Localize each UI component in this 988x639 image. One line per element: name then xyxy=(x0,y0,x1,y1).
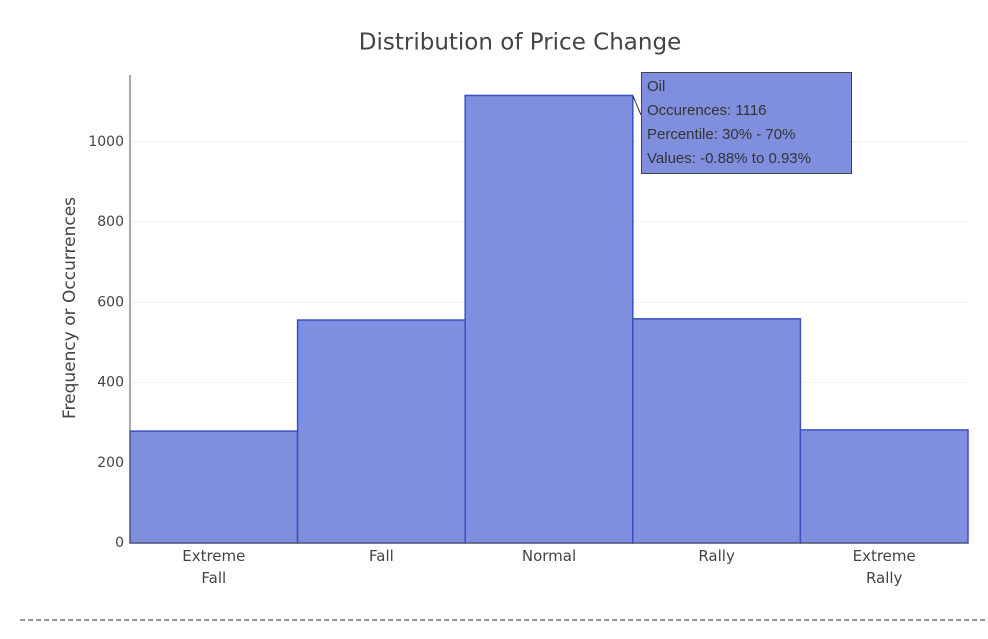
x-tick-label: Fall xyxy=(369,547,394,565)
bar xyxy=(464,94,634,544)
y-tick-label: 600 xyxy=(97,294,124,310)
bar xyxy=(296,319,466,544)
tooltip-title: Oil xyxy=(647,78,666,95)
x-tick-label: Extreme Rally xyxy=(852,547,916,587)
chart-title: Distribution of Price Change xyxy=(359,30,681,56)
y-tick-label: 200 xyxy=(97,455,124,471)
y-tick-label: 1000 xyxy=(88,134,124,150)
x-tick-label: Rally xyxy=(698,547,735,565)
tooltip: Oil Occurences: 1116 Percentile: 30% - 70… xyxy=(641,72,852,174)
bar xyxy=(799,429,969,544)
bar xyxy=(632,318,802,544)
x-tick-label: Extreme Fall xyxy=(182,547,246,587)
y-axis-title: Frequency or Occurrences xyxy=(60,197,80,419)
tooltip-line: Occurences: 1116 xyxy=(647,102,767,119)
y-tick-label: 400 xyxy=(97,375,124,391)
tooltip-line: Values: -0.88% to 0.93% xyxy=(647,150,811,167)
y-tick-label: 800 xyxy=(97,214,124,230)
bar xyxy=(129,430,299,544)
tooltip-pointer xyxy=(632,95,642,116)
x-tick-label: Normal xyxy=(521,547,577,565)
tooltip-line: Percentile: 30% - 70% xyxy=(647,126,796,143)
y-tick-label: 0 xyxy=(115,535,124,551)
